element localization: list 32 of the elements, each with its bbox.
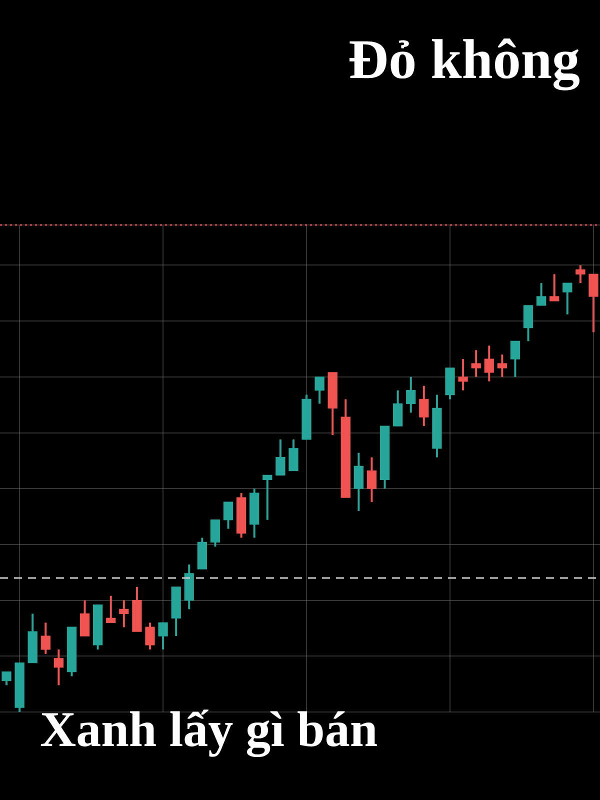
chart-title: Đỏ không [348,28,580,92]
candlestick [406,376,416,414]
candlestick [288,438,298,472]
candlestick [484,344,494,382]
candlestick [210,518,220,548]
candlestick [419,384,429,428]
candlestick [314,376,324,405]
candlestick [145,622,155,650]
candlestick [119,599,129,628]
candlestick [510,340,520,378]
candlestick [80,599,90,638]
candlestick [276,438,286,476]
candlestick [458,358,468,392]
candlestick [54,648,64,686]
candlestick [158,622,168,650]
candlestick [2,670,12,686]
candlestick [262,474,272,521]
candlestick [523,304,534,342]
candlestick [588,273,598,334]
candlestick [497,354,508,378]
candlestick [392,389,403,428]
annotation: Xanh lấy gì bán [40,700,378,758]
candlestick [354,452,364,512]
candlestick [536,282,546,306]
candlestick [366,456,377,504]
candlestick [576,264,586,284]
candlestick [550,273,560,302]
candlestick [562,282,572,316]
candlestick [40,622,50,655]
candlestick [471,349,481,378]
candlestick [223,501,234,530]
candlestick [106,594,116,624]
